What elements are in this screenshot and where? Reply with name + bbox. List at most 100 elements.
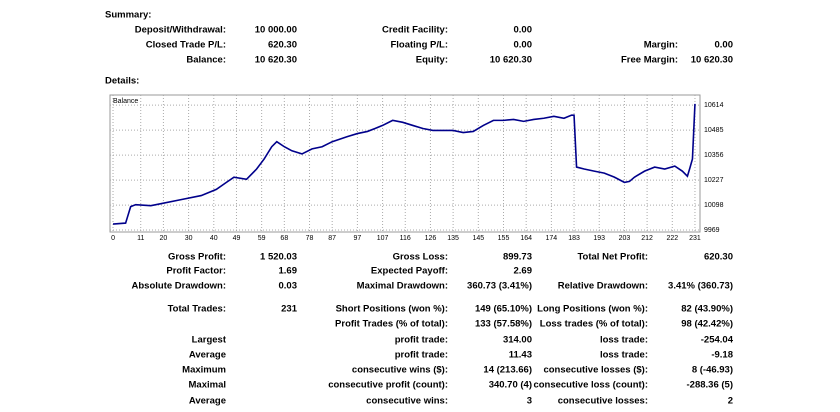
section-heading: Summary: xyxy=(105,10,151,21)
cell-value: 899.73 xyxy=(503,252,532,263)
x-tick-label: 203 xyxy=(619,235,631,242)
x-tick-label: 68 xyxy=(280,235,288,242)
cell-label: Maximum xyxy=(182,365,226,376)
cell-value: 340.70 (4) xyxy=(489,380,532,391)
x-tick-label: 0 xyxy=(111,235,115,242)
cell-label: consecutive losses ($): xyxy=(543,365,648,376)
cell-label: Profit Factor: xyxy=(166,266,226,277)
cell-label: consecutive profit (count): xyxy=(328,380,448,391)
y-tick-label: 10485 xyxy=(704,127,724,134)
x-tick-label: 40 xyxy=(210,235,218,242)
y-tick-label: 9969 xyxy=(704,227,720,234)
x-tick-label: 193 xyxy=(593,235,605,242)
cell-label: Long Positions (won %): xyxy=(537,304,648,315)
legend-label: Balance xyxy=(113,98,138,105)
cell-label: Credit Facility: xyxy=(382,25,448,36)
cell-label: consecutive losses: xyxy=(558,396,648,407)
section-heading: Details: xyxy=(105,76,139,87)
cell-label: Free Margin: xyxy=(621,55,678,66)
cell-value: 11.43 xyxy=(509,350,532,361)
x-tick-label: 174 xyxy=(546,235,558,242)
cell-value: 620.30 xyxy=(268,40,297,51)
cell-value: 10 620.30 xyxy=(255,55,297,66)
cell-label: Closed Trade P/L: xyxy=(146,40,226,51)
cell-label: consecutive wins: xyxy=(366,396,448,407)
cell-label: consecutive wins ($): xyxy=(352,365,448,376)
x-tick-label: 164 xyxy=(520,235,532,242)
x-tick-label: 231 xyxy=(689,235,701,242)
x-tick-label: 59 xyxy=(258,235,266,242)
cell-value: 3 xyxy=(527,396,532,407)
cell-label: consecutive loss (count): xyxy=(533,380,648,391)
cell-label: Absolute Drawdown: xyxy=(132,281,226,292)
x-tick-label: 107 xyxy=(377,235,389,242)
cell-value: 620.30 xyxy=(704,252,733,263)
cell-value: 149 (65.10%) xyxy=(475,304,532,315)
y-tick-label: 10614 xyxy=(704,102,724,109)
x-tick-label: 97 xyxy=(353,235,361,242)
x-tick-label: 126 xyxy=(425,235,437,242)
cell-label: Deposit/Withdrawal: xyxy=(135,25,226,36)
cell-label: Maximal Drawdown: xyxy=(357,281,448,292)
x-tick-label: 78 xyxy=(306,235,314,242)
cell-label: profit trade: xyxy=(395,335,448,346)
x-tick-label: 49 xyxy=(233,235,241,242)
cell-label: Largest xyxy=(192,335,227,346)
cell-value: 231 xyxy=(281,304,298,315)
cell-label: Total Trades: xyxy=(168,304,226,315)
cell-value: 14 (213.66) xyxy=(483,365,532,376)
cell-label: profit trade: xyxy=(395,350,448,361)
cell-label: loss trade: xyxy=(600,335,648,346)
cell-label: Margin: xyxy=(644,40,678,51)
x-tick-label: 135 xyxy=(447,235,459,242)
cell-label: Equity: xyxy=(416,55,448,66)
x-tick-label: 212 xyxy=(641,235,653,242)
cell-label: Balance: xyxy=(186,55,226,66)
cell-label: Floating P/L: xyxy=(390,40,448,51)
cell-label: Expected Payoff: xyxy=(371,266,448,277)
cell-label: Maximal xyxy=(189,380,227,391)
cell-value: 2.69 xyxy=(514,266,533,277)
cell-label: Gross Profit: xyxy=(168,252,226,263)
cell-value: 0.00 xyxy=(514,25,533,36)
cell-label: Average xyxy=(189,350,226,361)
x-tick-label: 11 xyxy=(137,235,144,242)
cell-label: Average xyxy=(189,396,226,407)
y-tick-label: 10098 xyxy=(704,202,724,209)
cell-label: Relative Drawdown: xyxy=(558,281,648,292)
cell-value: 1 520.03 xyxy=(260,252,297,263)
x-tick-label: 155 xyxy=(498,235,510,242)
cell-value: 314.00 xyxy=(503,335,532,346)
cell-value: 133 (57.58%) xyxy=(475,319,532,330)
cell-value: 360.73 (3.41%) xyxy=(467,281,532,292)
cell-label: Loss trades (% of total): xyxy=(540,319,648,330)
cell-label: Total Net Profit: xyxy=(577,252,648,263)
x-tick-label: 20 xyxy=(160,235,168,242)
cell-value: 8 (-46.93) xyxy=(692,365,733,376)
cell-value: 2 xyxy=(728,396,733,407)
cell-value: 0.00 xyxy=(715,40,734,51)
cell-value: 10 620.30 xyxy=(691,55,733,66)
y-tick-label: 10227 xyxy=(704,177,724,184)
chart-frame xyxy=(109,94,701,233)
cell-value: 82 (43.90%) xyxy=(681,304,733,315)
cell-value: 10 620.30 xyxy=(490,55,532,66)
x-tick-label: 30 xyxy=(185,235,193,242)
cell-value: -288.36 (5) xyxy=(687,380,733,391)
cell-label: Profit Trades (% of total): xyxy=(335,319,448,330)
cell-value: 98 (42.42%) xyxy=(681,319,733,330)
x-tick-label: 87 xyxy=(328,235,336,242)
balance-line xyxy=(112,103,696,225)
cell-value: -9.18 xyxy=(711,350,733,361)
cell-label: Gross Loss: xyxy=(393,252,448,263)
y-tick-label: 10356 xyxy=(704,152,724,159)
x-tick-label: 145 xyxy=(472,235,484,242)
cell-label: loss trade: xyxy=(600,350,648,361)
cell-label: Short Positions (won %): xyxy=(336,304,448,315)
x-tick-label: 116 xyxy=(400,235,411,242)
cell-value: 0.03 xyxy=(279,281,298,292)
cell-value: 3.41% (360.73) xyxy=(668,281,733,292)
cell-value: 10 000.00 xyxy=(255,25,297,36)
